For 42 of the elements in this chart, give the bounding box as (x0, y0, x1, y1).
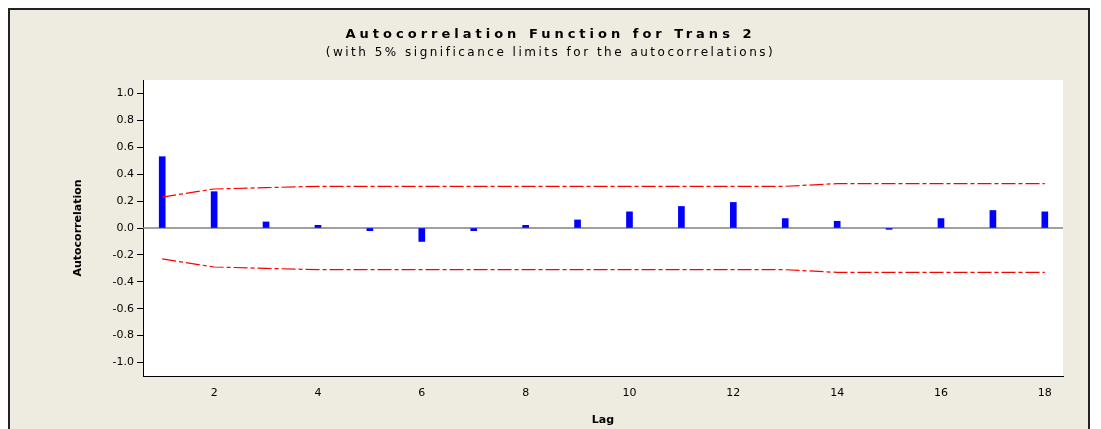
x-tick-label: 4 (314, 386, 322, 400)
bar (470, 228, 478, 232)
y-tick-label: -0.4 (112, 274, 134, 288)
bar (522, 224, 529, 228)
y-tick-label: 0.2 (116, 193, 134, 207)
chart-title: Autocorrelation Function for Trans 2 (344, 26, 757, 41)
y-tick-label: -0.2 (112, 247, 134, 261)
y-tick-label: 1.0 (116, 86, 134, 100)
bar (678, 206, 685, 228)
bar (1041, 211, 1049, 228)
bar (989, 210, 997, 228)
x-tick-label: 10 (622, 386, 637, 400)
bar (210, 191, 218, 228)
bar (418, 228, 426, 242)
y-tick-label: 0.0 (116, 220, 134, 234)
x-tick-label: 18 (1037, 386, 1052, 400)
x-axis-title: Lag (591, 413, 615, 427)
bar (158, 156, 166, 228)
line-series (161, 258, 1046, 273)
x-tick-label: 12 (726, 386, 741, 400)
bar (314, 224, 322, 228)
y-tick-label: -1.0 (112, 355, 134, 369)
x-tick-label: 6 (418, 386, 426, 400)
y-tick-label: 0.8 (116, 113, 134, 127)
x-tick-label: 2 (210, 386, 218, 400)
bar (937, 218, 945, 228)
y-axis-title: Autocorrelation (71, 179, 85, 277)
x-tick-label: 14 (830, 386, 845, 400)
x-tick-label: 8 (522, 386, 530, 400)
x-tick-label: 16 (933, 386, 948, 400)
bar (366, 228, 374, 232)
y-tick-label: 0.4 (116, 167, 134, 181)
bar (729, 202, 737, 228)
bar (781, 218, 789, 228)
bar (574, 219, 581, 228)
bar (626, 211, 633, 228)
bar (833, 220, 841, 228)
y-tick-label: -0.8 (112, 328, 134, 342)
line-series (161, 183, 1046, 198)
y-tick-label: -0.6 (112, 301, 134, 315)
chart-subtitle: (with 5% significance limits for the autocorrelations) (324, 45, 777, 59)
y-tick-label: 0.6 (116, 140, 134, 154)
